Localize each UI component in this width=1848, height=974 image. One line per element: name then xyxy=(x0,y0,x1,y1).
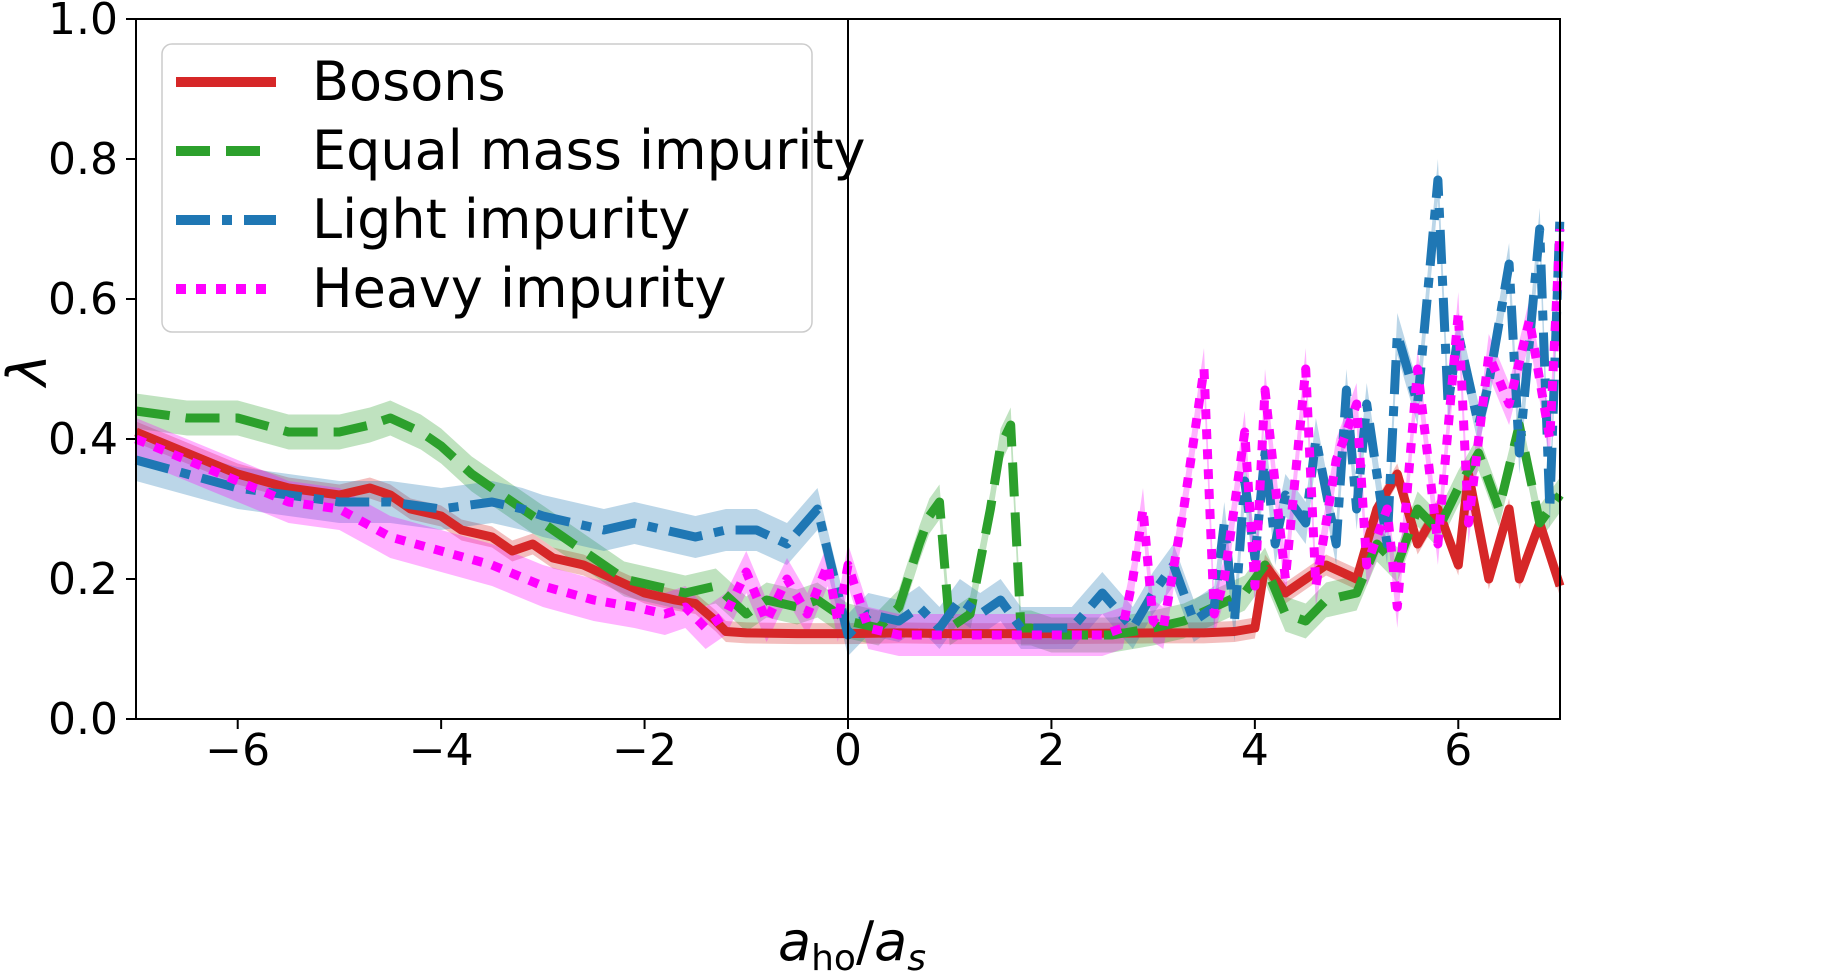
band-equal-mass-impurity xyxy=(136,393,1560,653)
x-tick-label: 0 xyxy=(834,725,862,776)
y-tick-label: 0.0 xyxy=(48,694,118,745)
x-tick-label: −2 xyxy=(612,725,677,776)
y-tick-label: 1.0 xyxy=(48,0,118,45)
y-tick-label: 0.8 xyxy=(48,134,118,185)
legend-box xyxy=(161,43,813,333)
legend-label: Bosons xyxy=(312,50,506,113)
x-label-sub2: s xyxy=(907,938,926,974)
y-axis-ticks: 0.0 0.2 0.4 0.6 0.8 1.0 xyxy=(48,0,136,745)
band-heavy-impurity xyxy=(136,208,1560,656)
y-tick-label: 0.4 xyxy=(48,414,118,465)
legend-label: Heavy impurity xyxy=(312,257,726,320)
x-label-sub1: ho xyxy=(811,938,856,974)
x-axis-ticks: −6 −4 −2 0 2 4 6 xyxy=(205,719,1472,776)
confidence-bands xyxy=(136,159,1560,656)
legend-label: Equal mass impurity xyxy=(312,119,865,182)
x-tick-label: −6 xyxy=(205,725,270,776)
x-tick-label: 2 xyxy=(1037,725,1065,776)
y-axis-label: λ xyxy=(0,354,59,389)
y-tick-label: 0.2 xyxy=(48,554,118,605)
x-label-main2: a xyxy=(874,910,907,973)
x-label-slash: / xyxy=(856,910,875,973)
x-label-main1: a xyxy=(778,910,811,973)
x-tick-label: 4 xyxy=(1241,725,1269,776)
y-tick-label: 0.6 xyxy=(48,274,118,325)
series-line-heavy-impurity xyxy=(134,228,1565,640)
legend-label: Light impurity xyxy=(312,188,690,251)
x-axis-label: aho/as xyxy=(778,910,926,974)
x-tick-label: −4 xyxy=(409,725,474,776)
x-tick-label: 6 xyxy=(1444,725,1472,776)
